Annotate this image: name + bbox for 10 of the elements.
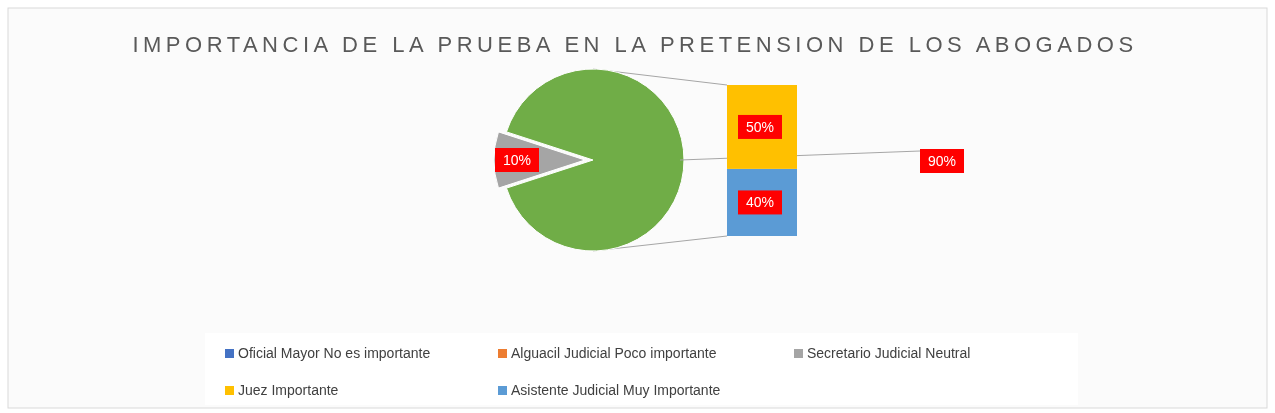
data-label: 50% <box>745 118 775 135</box>
data-label: 40% <box>745 194 775 211</box>
legend-label: Asistente Judicial Muy Importante <box>511 382 721 398</box>
legend-label: Secretario Judicial Neutral <box>807 345 971 361</box>
data-label: 90% <box>927 153 957 169</box>
legend-label: Alguacil Judicial Poco importante <box>511 345 717 361</box>
legend-label: Oficial Mayor No es importante <box>238 345 431 361</box>
legend-label: Juez Importante <box>238 382 339 398</box>
data-label: 10% <box>502 152 532 168</box>
chart-title: IMPORTANCIA DE LA PRUEBA EN LA PRETENSION DE LOS ABOGADOS <box>132 32 1138 57</box>
